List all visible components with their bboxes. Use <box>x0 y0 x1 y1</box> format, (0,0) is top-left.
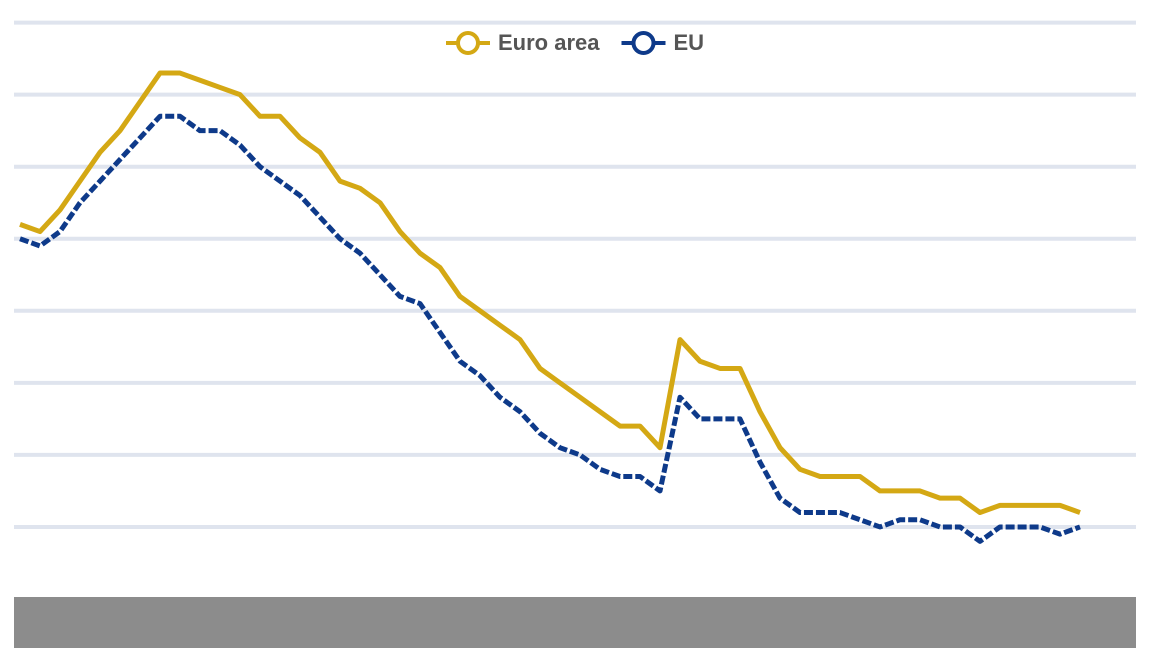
series-line <box>19 70 1081 516</box>
x-axis-band <box>14 597 1136 648</box>
legend-marker <box>631 31 656 55</box>
series-line <box>19 113 1081 544</box>
legend-label: Euro area <box>498 30 600 55</box>
legend-label: EU <box>674 30 705 55</box>
legend-marker <box>456 31 480 55</box>
